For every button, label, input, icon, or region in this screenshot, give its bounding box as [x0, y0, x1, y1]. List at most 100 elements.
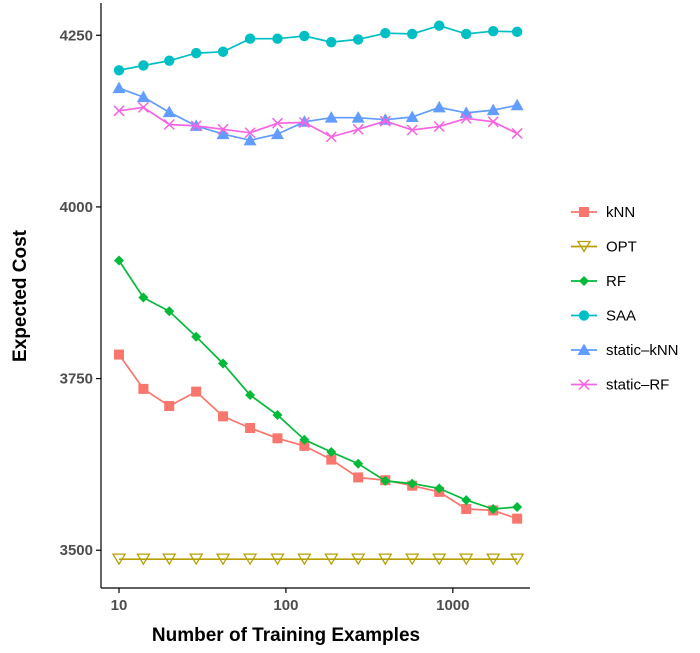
series-opt: [111, 553, 525, 566]
series-static-knn: [112, 81, 524, 146]
data-point-rf: [353, 458, 364, 469]
legend-key-marker: [576, 240, 592, 253]
legend-item-saa: SAA: [571, 308, 636, 325]
data-point-saa: [326, 36, 337, 48]
y-tick-label: 4250: [60, 27, 93, 44]
data-point-rf: [380, 475, 391, 486]
data-point-saa: [217, 46, 229, 57]
data-point-static-rf: [217, 123, 229, 135]
data-point-static-rf: [379, 115, 391, 127]
data-point-knn: [245, 423, 256, 434]
legend-key-marker: [577, 343, 591, 355]
data-point-opt: [351, 553, 366, 566]
data-point-saa: [461, 28, 472, 40]
data-point-static-knn: [432, 100, 446, 113]
data-point-opt: [297, 553, 312, 566]
data-point-knn: [138, 383, 149, 394]
legend-label: SAA: [606, 308, 636, 325]
data-point-static-knn: [112, 81, 126, 94]
data-point-knn: [272, 433, 283, 444]
series-line-rf: [118, 260, 518, 510]
data-point-static-rf: [244, 127, 256, 139]
y-tick-label: 4000: [60, 199, 93, 216]
data-point-knn: [299, 440, 310, 451]
data-point-static-knn: [486, 103, 500, 116]
data-point-knn: [512, 513, 523, 524]
data-point-rf: [512, 501, 523, 512]
x-tick-label: 10: [111, 597, 128, 614]
data-point-saa: [380, 28, 391, 39]
legend-label: RF: [606, 273, 626, 290]
data-point-knn: [114, 349, 125, 360]
data-point-static-knn: [162, 105, 176, 118]
series-rf: [114, 255, 523, 515]
data-point-rf: [191, 331, 202, 342]
data-point-static-rf: [163, 119, 175, 131]
data-point-knn: [164, 401, 175, 412]
legend-item-opt: OPT: [571, 239, 637, 256]
legend-item-knn: kNN: [571, 204, 635, 221]
data-point-saa: [488, 25, 499, 37]
data-point-opt: [510, 553, 525, 566]
legend-item-rf: RF: [571, 273, 626, 290]
plot-area: [111, 20, 525, 566]
legend-key-marker: [579, 276, 589, 286]
series-saa: [113, 20, 523, 76]
data-point-static-knn: [405, 110, 419, 122]
data-point-knn: [353, 472, 364, 483]
series-line-static-rf: [118, 106, 518, 138]
legend-label: static–kNN: [606, 342, 679, 359]
series-line-knn: [118, 354, 518, 520]
data-point-static-rf: [487, 116, 499, 128]
y-axis-ticks: 3500 3750 4000 4250: [60, 27, 101, 559]
legend: kNN OPT RF SAA static–kNN static–RF: [571, 204, 679, 394]
data-point-opt: [405, 553, 420, 566]
data-point-static-rf: [271, 117, 283, 129]
data-point-rf: [164, 306, 175, 317]
y-tick-label: 3750: [60, 371, 93, 388]
legend-label: OPT: [606, 239, 637, 256]
legend-key-marker: [578, 378, 590, 391]
series-static-rf: [113, 101, 523, 143]
data-point-saa: [244, 33, 256, 44]
y-axis-title: Expected Cost: [10, 229, 31, 362]
data-point-static-rf: [113, 105, 125, 117]
series-line-static-knn: [118, 87, 518, 142]
x-axis-title: Number of Training Examples: [152, 625, 420, 646]
data-point-opt: [378, 553, 393, 566]
data-point-saa: [113, 65, 125, 76]
data-point-saa: [434, 20, 445, 31]
data-point-opt: [136, 553, 151, 566]
x-axis-ticks: 10 100 1000: [111, 588, 470, 614]
data-point-knn: [218, 411, 229, 422]
data-point-rf: [138, 292, 149, 303]
data-point-rf: [299, 434, 310, 445]
data-point-rf: [245, 390, 256, 401]
data-point-opt: [486, 553, 501, 566]
data-point-static-rf: [460, 112, 472, 124]
data-point-static-knn: [216, 127, 230, 140]
data-point-static-rf: [190, 120, 202, 132]
series-line-saa: [118, 24, 518, 72]
data-point-static-knn: [243, 133, 257, 146]
data-point-static-knn: [270, 127, 284, 140]
data-point-opt: [459, 553, 474, 566]
data-point-static-rf: [137, 101, 149, 113]
data-point-saa: [299, 30, 310, 42]
legend-key-marker: [579, 207, 589, 217]
data-point-rf: [114, 255, 125, 266]
data-point-static-rf: [352, 123, 364, 135]
data-point-rf: [434, 483, 445, 494]
legend-item-static-knn: static–kNN: [571, 342, 679, 359]
legend-label: kNN: [606, 204, 635, 221]
data-point-saa: [407, 28, 418, 40]
data-point-opt: [242, 553, 258, 566]
data-point-opt: [432, 553, 447, 566]
data-point-rf: [461, 495, 472, 506]
data-point-static-rf: [511, 127, 523, 139]
data-point-static-rf: [325, 131, 337, 143]
data-point-saa: [138, 60, 149, 71]
data-point-opt: [215, 553, 231, 566]
data-point-knn: [191, 386, 202, 397]
